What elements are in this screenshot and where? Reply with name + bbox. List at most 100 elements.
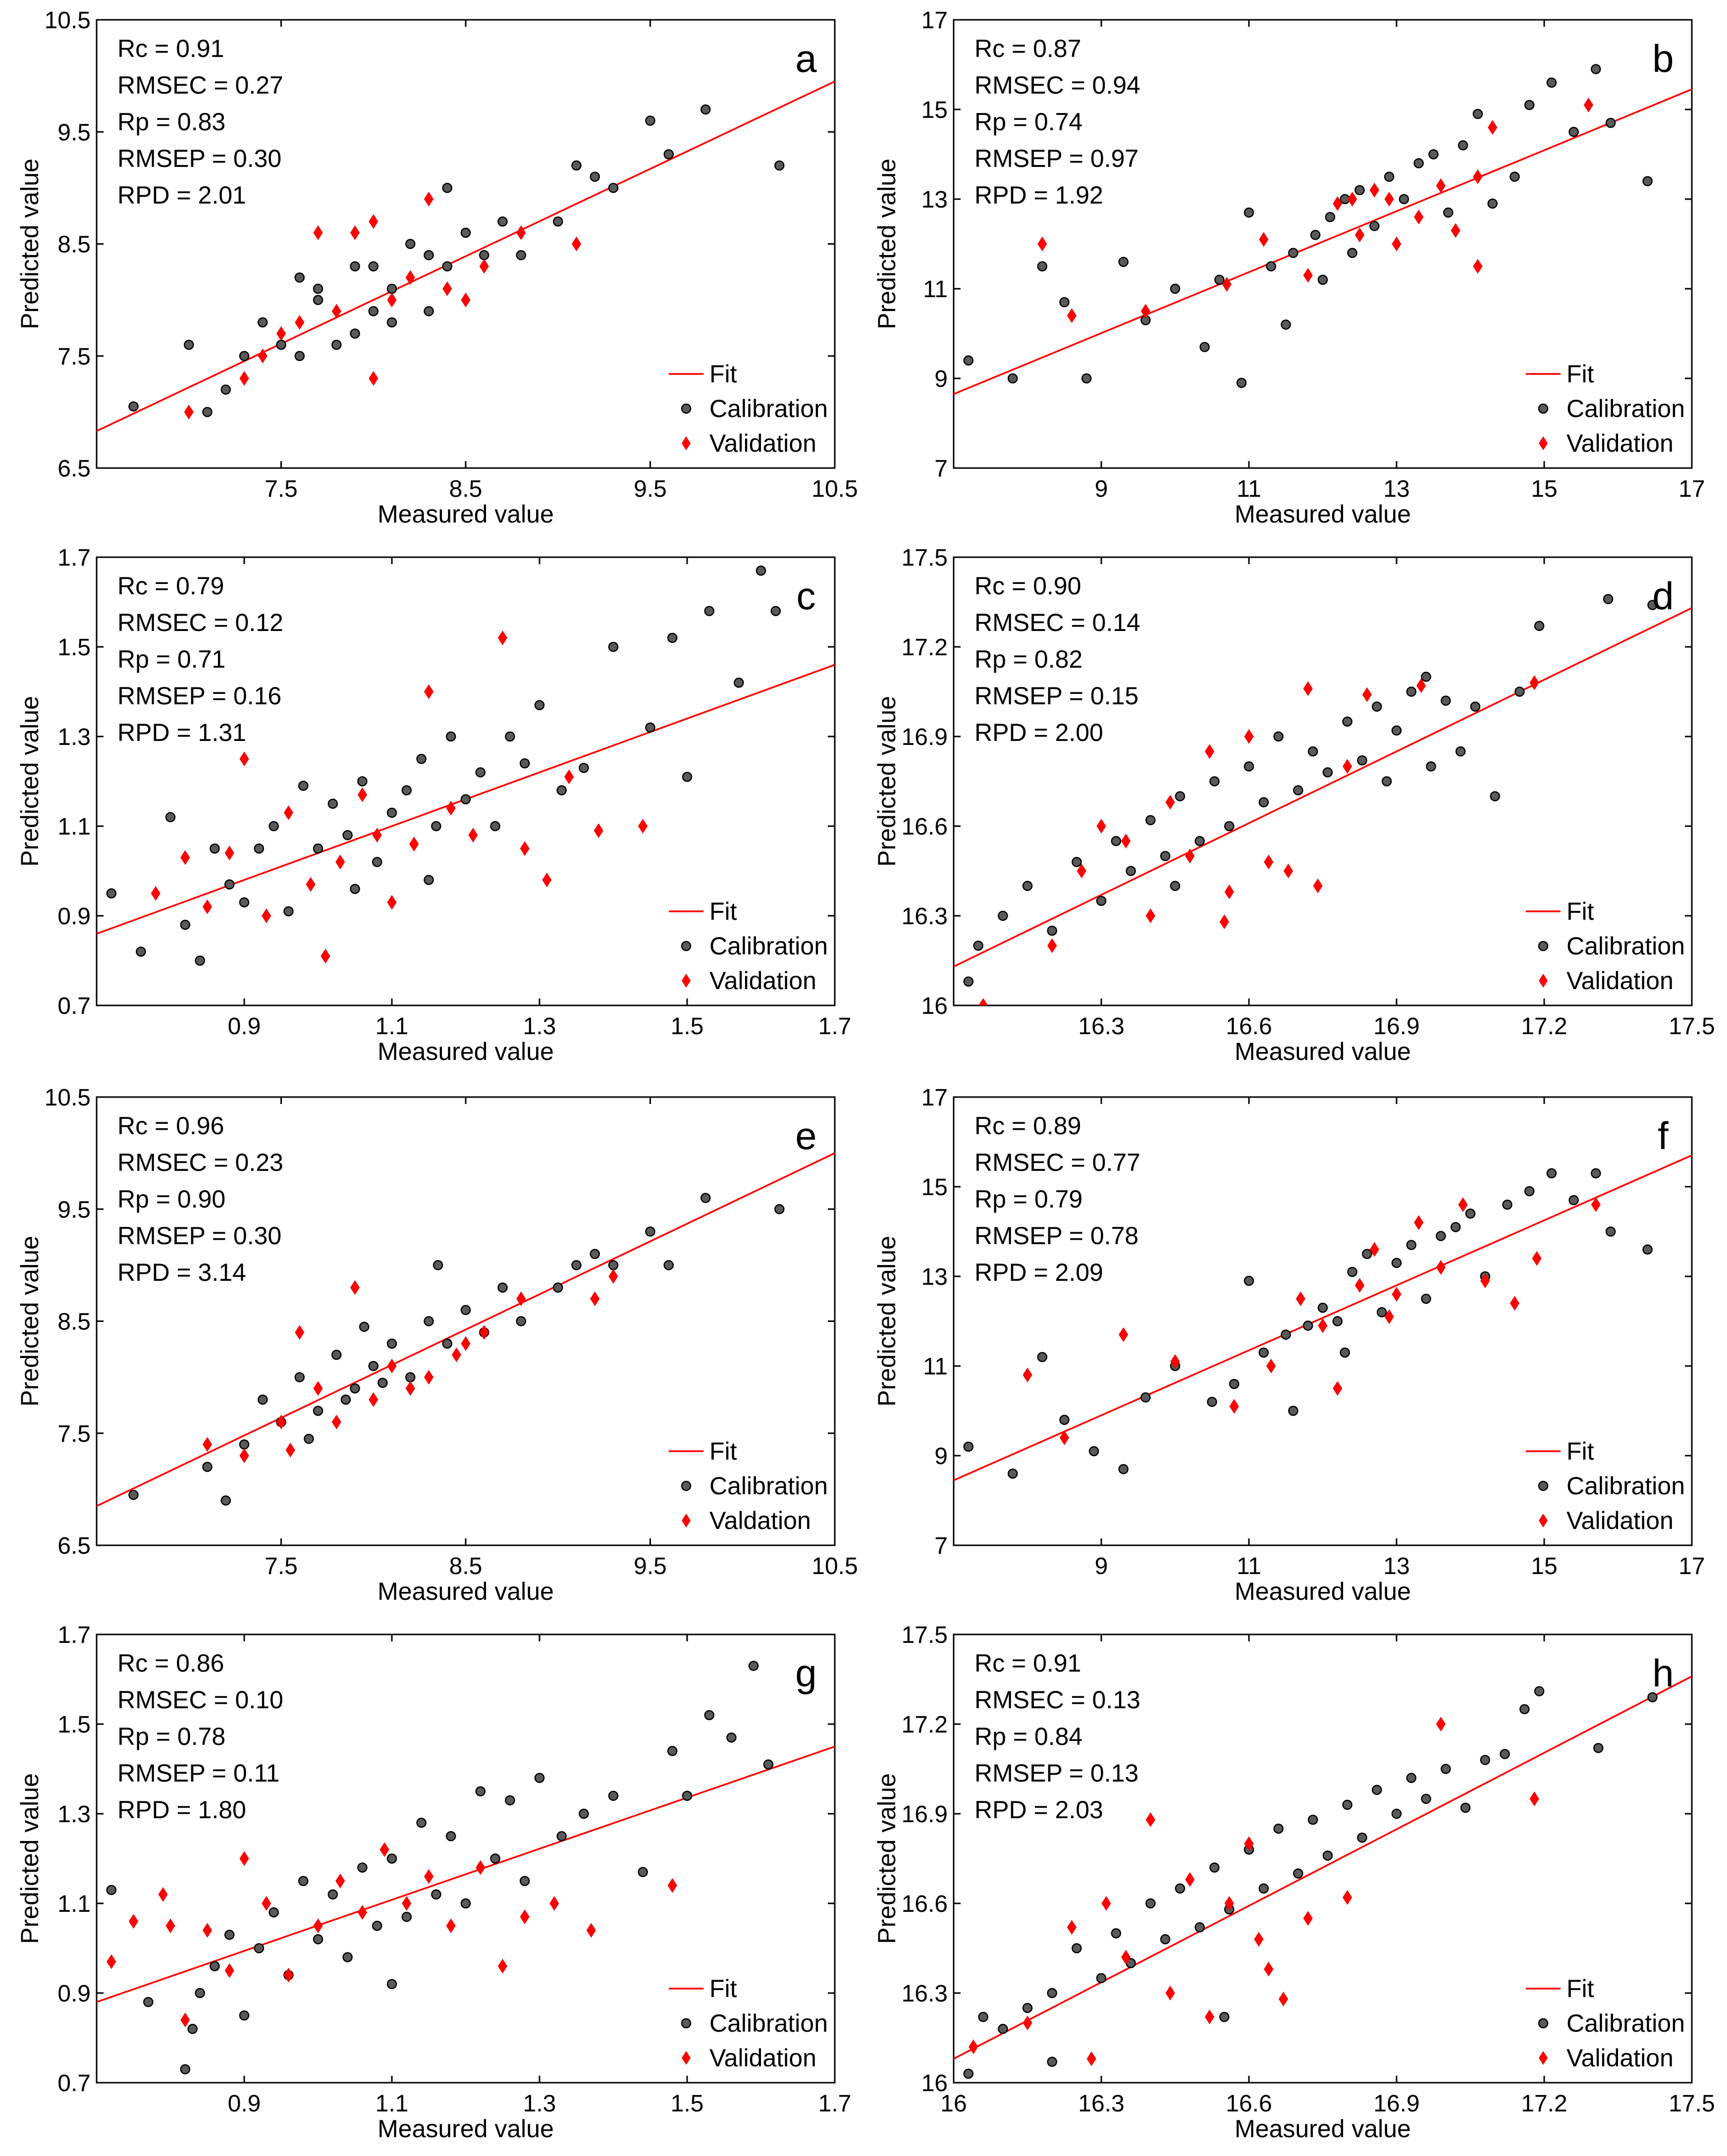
calibration-point	[386, 1338, 397, 1349]
calibration-point	[1487, 198, 1498, 209]
calibration-point	[1381, 776, 1392, 787]
y-tick-label: 1.5	[57, 634, 91, 661]
calibration-point	[1325, 211, 1336, 222]
calibration-point	[1391, 1258, 1402, 1268]
calibration-point	[239, 897, 250, 908]
validation-point	[1436, 1260, 1446, 1275]
calibration-point	[608, 183, 619, 193]
validation-point	[295, 315, 305, 330]
calibration-point	[187, 2024, 198, 2034]
calibration-point	[516, 1316, 526, 1326]
calibration-point	[571, 160, 582, 171]
legend-validation-swatch	[682, 1514, 691, 1527]
calibration-point	[180, 2064, 191, 2075]
calibration-point	[963, 2068, 974, 2079]
stat-line: RPD = 3.14	[117, 1259, 246, 1286]
validation-point	[276, 326, 286, 341]
validation-point	[424, 1369, 434, 1385]
legend-validation-label: Validation	[709, 429, 816, 457]
calibration-point	[1372, 1785, 1382, 1795]
plot-frame	[953, 19, 1693, 469]
calibration-point	[239, 2010, 250, 2021]
validation-point	[1059, 1430, 1070, 1445]
calibration-point	[460, 1898, 471, 1909]
panel-letter: c	[797, 574, 816, 618]
x-tick-label: 0.9	[228, 2091, 261, 2117]
stat-line: Rp = 0.83	[117, 108, 225, 136]
calibration-point	[239, 1439, 250, 1450]
validation-point	[202, 1923, 213, 1938]
validation-point	[1222, 277, 1232, 292]
calibration-point	[553, 216, 563, 227]
plot-area	[954, 1675, 1692, 2079]
calibration-point	[1642, 1244, 1653, 1255]
calibration-point	[432, 1260, 443, 1270]
validation-point	[1067, 1920, 1077, 1935]
calibration-point	[1391, 1808, 1402, 1819]
validation-point	[1348, 192, 1357, 207]
calibration-point	[442, 1338, 452, 1349]
calibration-point	[298, 781, 309, 791]
calibration-point	[106, 1885, 117, 1895]
validation-point	[283, 1967, 293, 1983]
x-tick-label: 16.9	[1373, 2091, 1419, 2117]
calibration-point	[1413, 158, 1424, 168]
calibration-point	[682, 772, 693, 782]
stat-line: RMSEP = 0.16	[117, 682, 281, 710]
calibration-point	[1007, 373, 1018, 384]
validation-point	[387, 1359, 397, 1373]
validation-point	[1458, 1197, 1468, 1212]
validation-point	[1369, 1242, 1379, 1257]
legend-validation-label: Validation	[1566, 2044, 1673, 2072]
calibration-point	[313, 1406, 324, 1416]
x-tick-label: 17	[1678, 476, 1705, 502]
plot-frame	[96, 556, 836, 1006]
y-axis-label: Predicted value	[873, 696, 901, 867]
calibration-point	[608, 641, 619, 652]
validation-point	[239, 1448, 249, 1463]
calibration-point	[701, 104, 711, 115]
calibration-point	[579, 1808, 589, 1819]
validation-point	[1121, 1949, 1131, 1965]
calibration-point	[1170, 283, 1181, 294]
validation-point	[158, 1887, 168, 1902]
calibration-point	[1258, 1883, 1269, 1894]
calibration-point	[1534, 1686, 1545, 1696]
calibration-point	[1302, 1320, 1313, 1331]
validation-point	[1529, 675, 1539, 690]
calibration-point	[1490, 791, 1500, 801]
y-tick-label: 7	[934, 456, 948, 482]
stat-line: Rp = 0.71	[117, 645, 225, 673]
x-axis-label: Measured value	[1235, 1578, 1411, 1605]
calibration-point	[1428, 149, 1439, 159]
calibration-point	[1243, 207, 1254, 218]
calibration-point	[1450, 1222, 1461, 1232]
y-axis-label: Predicted value	[873, 1773, 901, 1944]
legend-calibration-swatch	[1538, 1480, 1549, 1491]
x-tick-label: 1.7	[818, 2091, 852, 2117]
calibration-point	[1347, 1266, 1357, 1277]
validation-point	[357, 1905, 367, 1920]
y-tick-label: 9.5	[57, 119, 91, 146]
validation-point	[1101, 1896, 1111, 1911]
panel-letter: f	[1658, 1114, 1669, 1157]
calibration-point	[1534, 621, 1545, 631]
validation-point	[224, 845, 234, 861]
validation-point	[313, 1381, 323, 1396]
calibration-point	[1376, 1307, 1387, 1317]
validation-point	[180, 2012, 190, 2028]
calibration-point	[460, 794, 471, 804]
calibration-point	[1310, 230, 1321, 240]
legend-calibration-label: Calibration	[709, 1472, 828, 1500]
calibration-point	[1568, 127, 1579, 137]
stat-line: Rc = 0.87	[974, 35, 1081, 62]
calibration-point	[1510, 171, 1520, 182]
calibration-point	[1399, 194, 1409, 205]
calibration-point	[1406, 1240, 1417, 1250]
calibration-point	[258, 317, 268, 328]
validation-point	[1219, 914, 1229, 929]
calibration-point	[298, 1876, 309, 1886]
x-axis-label: Measured value	[1235, 2115, 1411, 2143]
validation-point	[424, 192, 434, 207]
calibration-point	[663, 1260, 674, 1270]
